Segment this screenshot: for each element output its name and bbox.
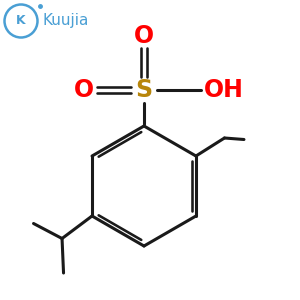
Text: Kuujia: Kuujia: [42, 14, 88, 28]
Text: K: K: [16, 14, 26, 28]
Text: O: O: [134, 24, 154, 48]
Text: S: S: [135, 78, 153, 102]
Text: OH: OH: [204, 78, 244, 102]
Text: O: O: [74, 78, 94, 102]
